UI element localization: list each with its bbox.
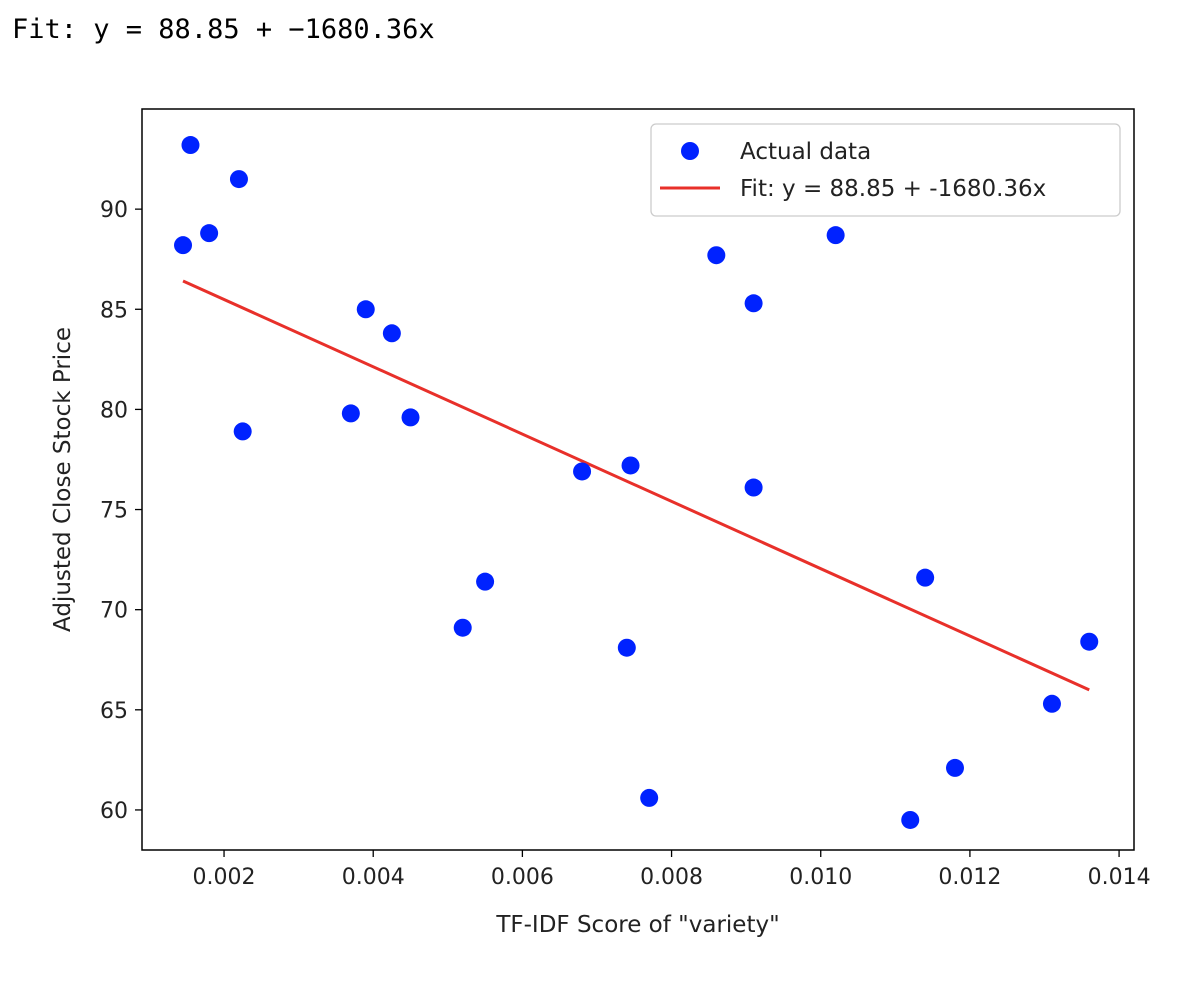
x-tick-label: 0.008 bbox=[640, 865, 703, 890]
legend-marker-actual bbox=[681, 142, 699, 160]
data-point bbox=[640, 788, 659, 807]
data-point bbox=[181, 136, 200, 155]
x-tick-label: 0.006 bbox=[491, 865, 554, 890]
y-tick-label: 65 bbox=[100, 699, 128, 724]
y-tick-label: 85 bbox=[100, 298, 128, 323]
data-point bbox=[1042, 694, 1061, 713]
data-point bbox=[174, 236, 193, 255]
data-point bbox=[401, 408, 420, 427]
legend-label-actual: Actual data bbox=[740, 139, 871, 165]
data-point bbox=[916, 568, 935, 587]
data-point bbox=[744, 294, 763, 313]
x-tick-label: 0.002 bbox=[193, 865, 256, 890]
data-point bbox=[233, 422, 252, 441]
data-point bbox=[945, 758, 964, 777]
y-tick-label: 80 bbox=[100, 398, 128, 423]
data-point bbox=[707, 246, 726, 265]
data-point bbox=[453, 618, 472, 637]
data-point bbox=[826, 226, 845, 245]
data-point bbox=[229, 170, 248, 189]
data-points bbox=[174, 136, 1099, 829]
y-tick-label: 60 bbox=[100, 799, 128, 824]
data-point bbox=[744, 478, 763, 497]
y-tick-label: 90 bbox=[100, 198, 128, 223]
x-tick-label: 0.014 bbox=[1088, 865, 1151, 890]
fit-equation-output: Fit: y = 88.85 + −1680.36x bbox=[12, 14, 435, 45]
y-tick-label: 70 bbox=[100, 599, 128, 624]
fit-line bbox=[182, 279, 1090, 692]
data-point bbox=[382, 324, 401, 343]
x-tick-label: 0.004 bbox=[342, 865, 405, 890]
axis-ticks: 0.002 0.004 0.006 0.008 0.010 0.012 0.014 60 65 7… bbox=[100, 198, 1151, 890]
legend-box bbox=[650, 123, 1121, 217]
data-point bbox=[341, 404, 360, 423]
x-axis-label: TF-IDF Score of "variety" bbox=[495, 912, 779, 938]
data-point bbox=[901, 810, 920, 829]
legend-label-fit: Fit: y = 88.85 + -1680.36x bbox=[740, 176, 1046, 202]
legend: Actual data Fit: y = 88.85 + -1680.36x bbox=[650, 123, 1121, 217]
x-tick-label: 0.012 bbox=[938, 865, 1001, 890]
data-point bbox=[200, 224, 219, 243]
y-tick-label: 75 bbox=[100, 499, 128, 524]
data-point bbox=[573, 462, 592, 481]
y-axis-label: Adjusted Close Stock Price bbox=[50, 327, 76, 632]
x-tick-label: 0.010 bbox=[789, 865, 852, 890]
data-point bbox=[476, 572, 495, 591]
data-point bbox=[617, 638, 636, 657]
data-point bbox=[1080, 632, 1099, 651]
plot-frame bbox=[141, 108, 1135, 851]
fit-line-layer bbox=[182, 279, 1090, 692]
data-point bbox=[621, 456, 640, 475]
data-point bbox=[356, 300, 375, 319]
